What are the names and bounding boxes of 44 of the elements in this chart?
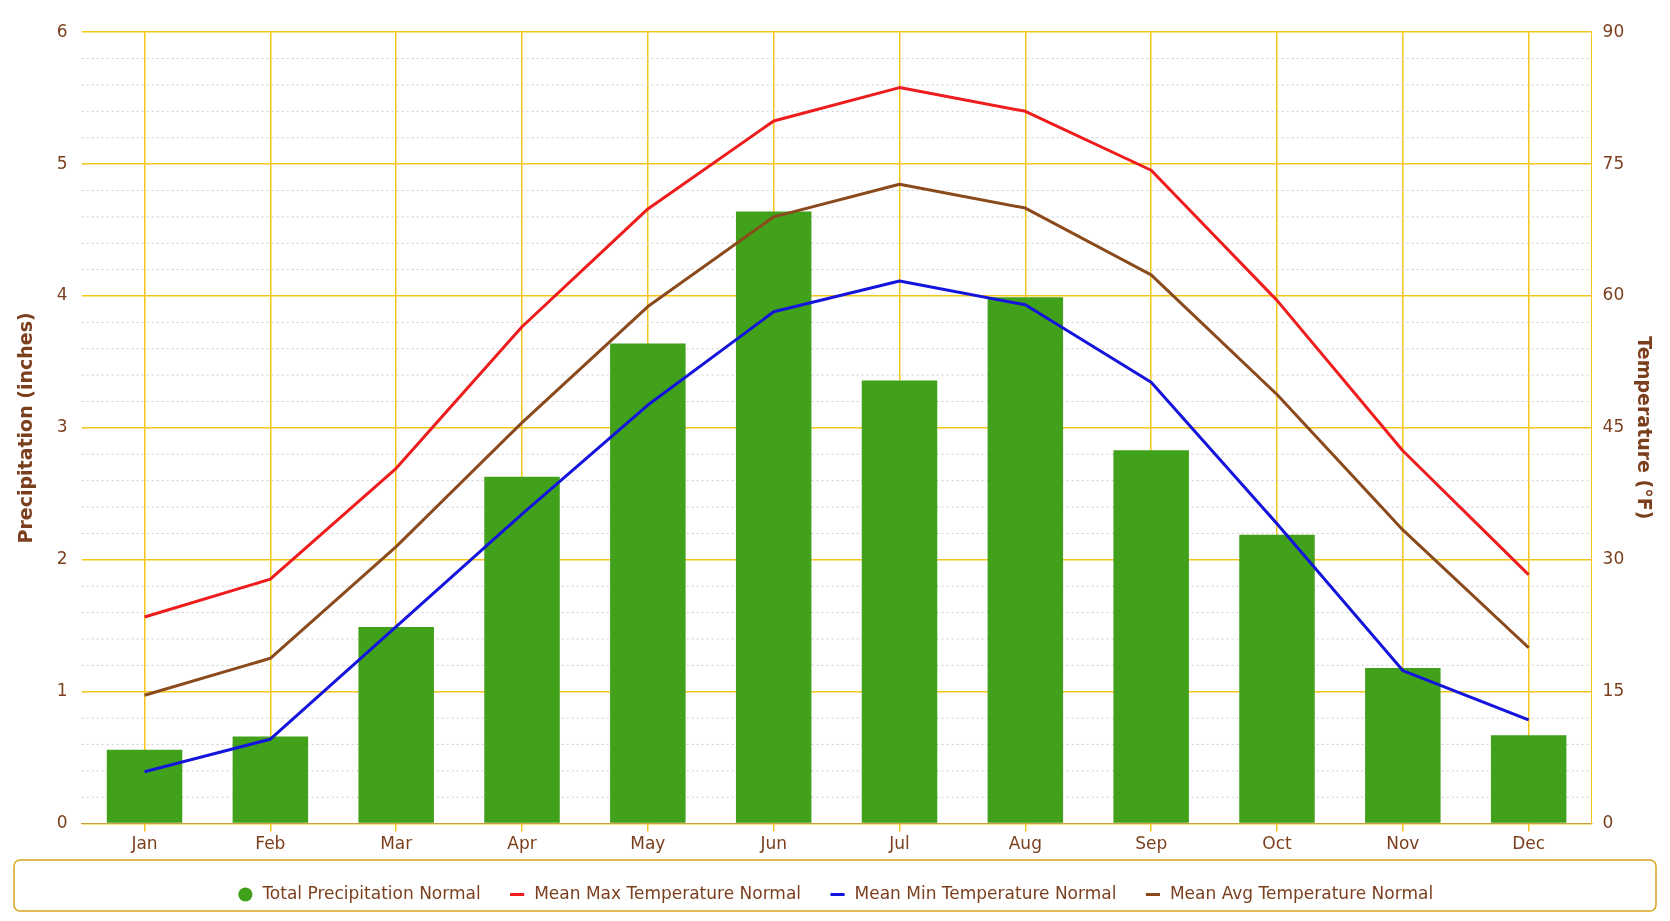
y2-tick-label: 30 [1602,548,1625,569]
y-tick-label: 5 [56,152,68,173]
legend-label: Mean Avg Temperature Normal [1169,882,1434,903]
bar [1365,667,1441,823]
bar [106,749,183,823]
bar [1113,450,1189,823]
y2-tick-label: 90 [1602,20,1625,41]
x-tick-label: Mar [380,833,413,854]
x-tick-label: Jun [759,833,787,854]
bar [735,211,812,823]
x-tick-label: Nov [1386,833,1420,854]
y-tick-label: 3 [56,416,68,437]
y2-axis-title: Temperature (°F) [1633,336,1656,520]
bar [861,380,938,823]
bar [1490,735,1567,823]
bar [610,343,686,823]
x-tick-label: Aug [1008,833,1042,854]
y2-tick-label: 15 [1602,680,1625,701]
y-axis-title: Precipitation (inches) [14,312,37,544]
y2-tick-label: 75 [1602,152,1625,173]
y2-tick-label: 60 [1602,284,1625,305]
y2-tick-label: 0 [1602,812,1614,833]
y2-tick-label: 45 [1602,416,1625,437]
legend-label: Total Precipitation Normal [261,882,481,903]
x-tick-label: Feb [255,833,286,854]
legend-label: Mean Min Temperature Normal [854,882,1117,903]
x-tick-label: Oct [1262,833,1293,854]
legend-label: Mean Max Temperature Normal [534,882,802,903]
y-tick-label: 6 [56,20,68,41]
x-tick-label: Sep [1135,833,1168,854]
bar [232,736,309,823]
bar [358,627,434,823]
x-tick-label: Dec [1512,833,1546,854]
x-tick-label: Jul [888,833,910,854]
y-tick-label: 4 [56,284,68,305]
bar [484,476,560,823]
y-tick-label: 0 [56,812,68,833]
y-tick-label: 2 [56,548,68,569]
x-tick-label: Jan [130,833,158,854]
bar [987,297,1064,823]
bar [1239,534,1315,823]
x-tick-label: Apr [507,833,537,854]
y-tick-label: 1 [56,680,68,701]
x-tick-label: May [630,833,666,854]
